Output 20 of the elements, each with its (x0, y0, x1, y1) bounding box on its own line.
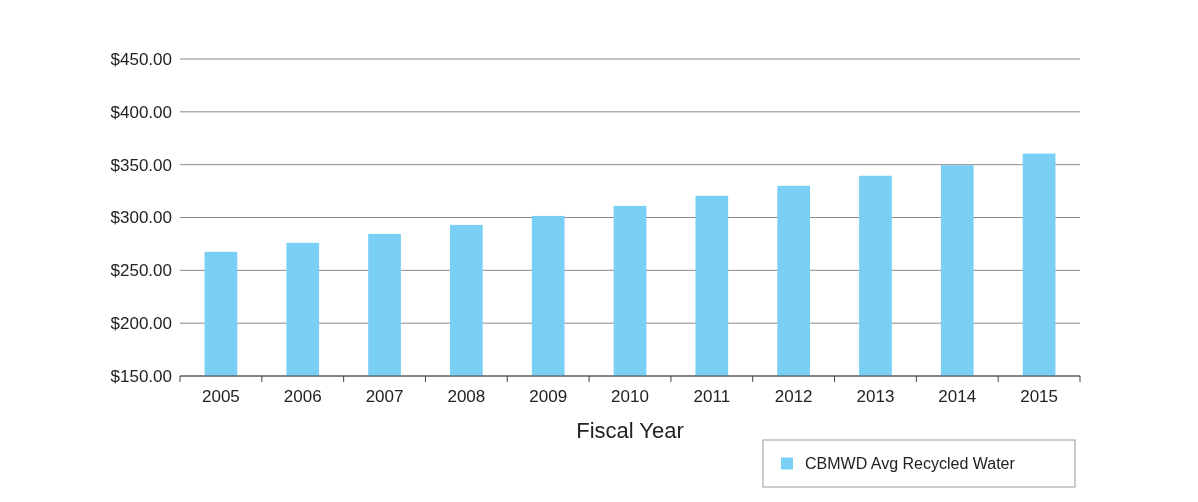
x-tick-label: 2013 (856, 387, 895, 406)
y-tick-label: $250.00 (110, 261, 172, 281)
y-tick-label: $150.00 (110, 366, 172, 386)
x-tick-label: 2012 (774, 387, 813, 406)
x-tick-label: 2007 (365, 387, 404, 406)
x-tick-label: 2010 (611, 387, 649, 406)
y-tick-label: $400.00 (110, 102, 172, 122)
x-axis-title: Fiscal Year (576, 418, 684, 443)
y-tick-label: $200.00 (110, 314, 172, 334)
y-tick-label: $350.00 (110, 155, 172, 175)
x-tick-label: 2005 (202, 387, 240, 406)
x-tick-label: 2008 (447, 387, 486, 406)
x-tick-label: 2009 (529, 387, 568, 406)
y-tick-label: $450.00 (110, 49, 172, 69)
x-tick-label: 2014 (938, 387, 977, 406)
legend-label: CBMWD Avg Recycled Water (805, 455, 1016, 473)
x-tick-label: 2011 (693, 387, 731, 406)
x-tick-label: 2015 (1020, 387, 1059, 406)
x-tick-label: 2006 (283, 387, 322, 406)
y-tick-label: $300.00 (110, 208, 172, 228)
